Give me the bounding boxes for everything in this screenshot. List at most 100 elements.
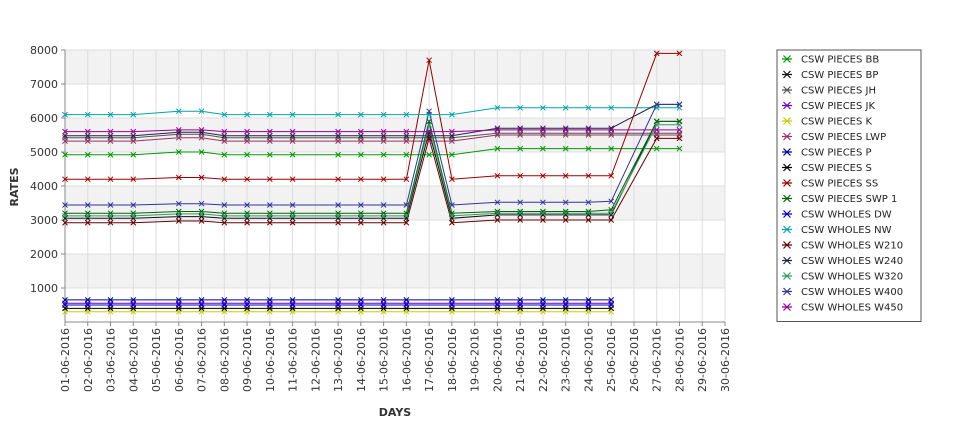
- x-axis-ticks: 01-06-2016 02-06-2016 03-06-2016 04-06-2016…: [59, 322, 732, 392]
- data-point-marker: [175, 208, 182, 215]
- data-point-marker: [608, 125, 615, 132]
- data-point-marker: [175, 149, 182, 155]
- data-point-marker: [562, 199, 569, 206]
- data-point-marker: [221, 176, 228, 183]
- series-line: [65, 129, 680, 133]
- grid-band: [65, 50, 725, 84]
- legend-box: [776, 49, 922, 322]
- data-point-marker: [289, 202, 296, 208]
- grid-band: [65, 152, 725, 186]
- data-point-marker: [221, 202, 228, 208]
- data-point-marker: [198, 297, 205, 303]
- data-point-marker: [585, 199, 592, 206]
- data-point-marker: [130, 215, 137, 222]
- x-tick-label: 14-06-2016: [355, 328, 368, 392]
- legend-marker: [782, 86, 792, 94]
- data-point-marker: [380, 219, 387, 226]
- data-point-marker: [540, 172, 546, 179]
- data-point-marker: [244, 111, 250, 118]
- legend-marker: [782, 132, 792, 141]
- data-point-marker: [130, 138, 137, 144]
- data-point-marker: [198, 149, 205, 155]
- data-point-marker: [266, 297, 273, 303]
- data-point-marker: [676, 145, 683, 152]
- data-point-marker: [608, 217, 615, 223]
- x-tick-label: 01-06-2016: [59, 328, 72, 392]
- series-line: [65, 148, 680, 156]
- data-point-marker: [608, 212, 615, 218]
- data-point-marker: [198, 211, 205, 217]
- legend-label: CSW PIECES SWP 1: [801, 194, 897, 205]
- data-point-marker: [266, 219, 273, 226]
- x-tick-label: 18-06-2016: [446, 328, 459, 392]
- data-point-marker: [289, 297, 296, 303]
- data-point-marker: [175, 108, 182, 115]
- data-point-marker: [221, 132, 228, 139]
- y-tick-label: 2000: [30, 248, 58, 261]
- data-point-marker: [107, 138, 114, 144]
- series-line: [65, 103, 680, 206]
- data-point-marker: [198, 129, 205, 136]
- data-point-marker: [62, 219, 68, 226]
- data-point-marker: [494, 297, 501, 303]
- data-point-marker: [380, 297, 387, 303]
- data-point-marker: [676, 101, 683, 108]
- x-tick-label: 02-06-2016: [82, 328, 95, 392]
- x-tick-label: 26-06-2016: [628, 328, 641, 392]
- data-point-marker: [380, 132, 387, 139]
- data-point-marker: [540, 104, 546, 111]
- data-point-marker: [449, 202, 455, 208]
- data-point-marker: [130, 128, 137, 135]
- legend-label: CSW PIECES BB: [801, 55, 879, 66]
- data-point-marker: [380, 151, 387, 158]
- data-point-marker: [335, 111, 341, 118]
- data-point-marker: [244, 132, 250, 139]
- data-point-marker: [358, 151, 364, 158]
- data-point-marker: [244, 151, 250, 158]
- data-point-marker: [540, 302, 546, 308]
- x-tick-label: 19-06-2016: [469, 328, 482, 392]
- data-point-marker: [562, 104, 569, 111]
- data-point-marker: [517, 127, 524, 133]
- legend-marker: [782, 70, 792, 79]
- x-tick-label: 30-06-2016: [719, 328, 732, 392]
- data-point-marker: [84, 202, 91, 208]
- x-tick-label: 23-06-2016: [560, 328, 573, 392]
- data-point-marker: [130, 111, 137, 118]
- data-point-marker: [266, 215, 273, 222]
- data-point-marker: [585, 302, 592, 308]
- data-point-marker: [107, 213, 114, 219]
- data-point-marker: [107, 176, 114, 183]
- data-point-marker: [221, 128, 228, 135]
- data-point-marker: [62, 302, 68, 308]
- data-point-marker: [676, 121, 683, 128]
- data-point-marker: [562, 208, 569, 215]
- y-tick-label: 8000: [30, 44, 58, 57]
- y-tick-label: 4000: [30, 180, 58, 193]
- data-point-marker: [608, 132, 615, 138]
- data-point-marker: [449, 297, 455, 303]
- data-point-marker: [358, 128, 364, 135]
- data-point-marker: [335, 151, 341, 158]
- data-point-marker: [289, 138, 296, 144]
- data-point-marker: [562, 125, 569, 132]
- x-tick-label: 22-06-2016: [537, 328, 550, 392]
- data-point-marker: [585, 104, 592, 111]
- data-point-marker: [653, 101, 660, 108]
- data-point-marker: [107, 151, 114, 158]
- legend-label: CSW WHOLES W400: [801, 287, 903, 298]
- data-point-marker: [107, 219, 114, 226]
- data-point-marker: [517, 172, 524, 179]
- data-point-marker: [244, 138, 250, 144]
- data-point-marker: [289, 151, 296, 158]
- data-point-marker: [585, 132, 592, 138]
- data-point-marker: [403, 151, 410, 158]
- data-point-marker: [380, 138, 387, 144]
- data-point-marker: [449, 138, 455, 144]
- data-point-marker: [62, 213, 68, 219]
- data-point-marker: [358, 138, 364, 144]
- data-point-marker: [449, 176, 455, 183]
- data-point-marker: [62, 176, 68, 183]
- x-tick-label: 17-06-2016: [423, 328, 436, 392]
